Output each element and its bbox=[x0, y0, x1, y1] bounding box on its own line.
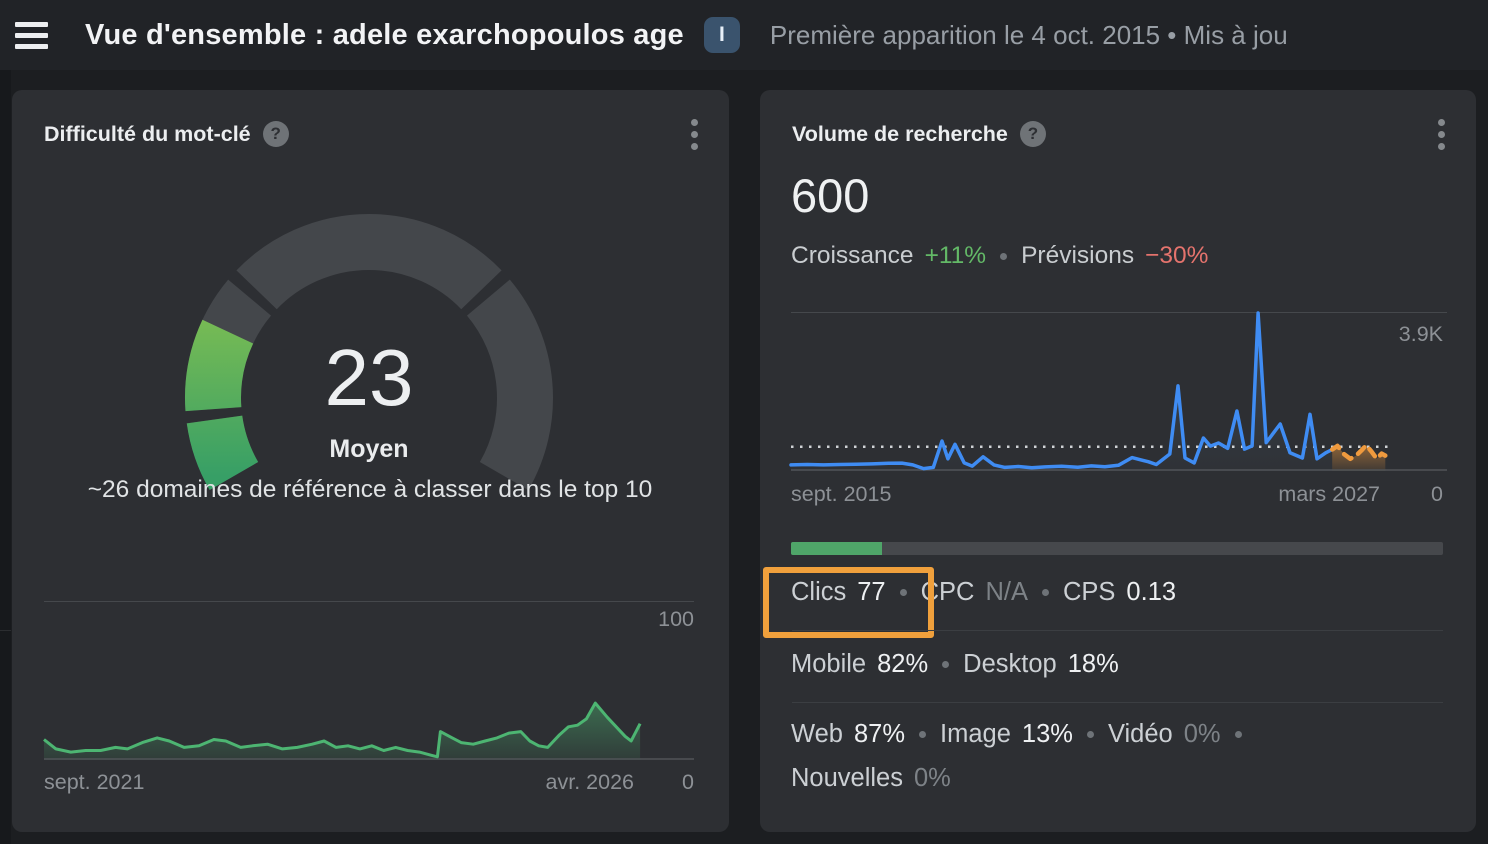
bullet-separator bbox=[1000, 252, 1008, 260]
volume-ymax-label: 3.9K bbox=[1398, 322, 1443, 346]
stat-value: 0.13 bbox=[1126, 578, 1177, 606]
kd-xend-label: avr. 2026 bbox=[545, 770, 634, 794]
volume-xstart-label: sept. 2015 bbox=[791, 482, 892, 506]
stat-value: 82% bbox=[877, 650, 929, 678]
forecast-value: −30% bbox=[1145, 242, 1209, 269]
search-type-split-row: Web 87% Image 13% Vidéo 0% Nouvelles 0% bbox=[791, 712, 1371, 800]
intent-badge[interactable]: I bbox=[703, 17, 740, 53]
divider bbox=[792, 630, 1443, 631]
menu-bar bbox=[15, 32, 48, 38]
page-title: Vue d'ensemble : adele exarchopoulos age bbox=[85, 18, 684, 51]
kd-trend-chart bbox=[43, 601, 694, 760]
bullet-separator bbox=[1086, 730, 1094, 738]
menu-bar bbox=[15, 21, 48, 27]
stat-vid-o: Vidéo 0% bbox=[1108, 712, 1221, 756]
stat-mobile: Mobile 82% bbox=[791, 642, 928, 686]
stat-value: 87% bbox=[853, 720, 906, 748]
help-icon[interactable]: ? bbox=[1019, 121, 1046, 147]
forecast-label: Prévisions bbox=[1021, 242, 1135, 269]
topbar: Vue d'ensemble : adele exarchopoulos age… bbox=[0, 0, 1488, 70]
clicks-ratio-bar-fill bbox=[791, 542, 883, 555]
kd-level-label: Moyen bbox=[329, 435, 409, 463]
stat-value: N/A bbox=[985, 578, 1028, 606]
kd-gauge: 23 Moyen bbox=[179, 208, 559, 508]
hamburger-menu-icon[interactable] bbox=[15, 18, 51, 52]
volume-xend-label: mars 2027 bbox=[1278, 482, 1380, 506]
kd-ymax-label: 100 bbox=[658, 607, 694, 631]
kebab-menu-icon[interactable] bbox=[679, 117, 709, 151]
stat-cpc: CPC N/A bbox=[921, 570, 1028, 614]
search-volume-value: 600 bbox=[791, 169, 870, 222]
stat-label: Desktop bbox=[963, 650, 1057, 678]
stat-label: Web bbox=[791, 720, 843, 748]
kd-gauge-arc bbox=[185, 214, 553, 490]
stat-value: 0% bbox=[913, 764, 951, 792]
stat-value: 13% bbox=[1021, 720, 1073, 748]
kd-card-header: Difficulté du mot-clé ? bbox=[44, 116, 709, 152]
stat-desktop: Desktop 18% bbox=[963, 642, 1119, 686]
stat-label: Vidéo bbox=[1107, 720, 1173, 748]
bullet-separator bbox=[1041, 588, 1049, 596]
stat-label: Clics bbox=[791, 578, 847, 606]
kd-description: ~26 domaines de référence à classer dans… bbox=[87, 476, 653, 503]
divider bbox=[792, 702, 1443, 703]
stat-label: CPC bbox=[920, 578, 975, 606]
first-seen-meta: Première apparition le 4 oct. 2015 • Mis… bbox=[769, 19, 1288, 50]
help-icon[interactable]: ? bbox=[262, 121, 289, 147]
stat-nouvelles: Nouvelles 0% bbox=[791, 756, 951, 800]
stat-value: 18% bbox=[1067, 650, 1119, 678]
stat-label: Nouvelles bbox=[791, 764, 903, 792]
stat-web: Web 87% bbox=[791, 712, 905, 756]
kebab-menu-icon[interactable] bbox=[1426, 117, 1456, 151]
volume-card-title: Volume de recherche bbox=[792, 121, 1008, 146]
menu-bar bbox=[15, 43, 48, 49]
stat-label: Mobile bbox=[791, 650, 867, 678]
kd-xstart-label: sept. 2021 bbox=[44, 770, 145, 794]
left-strip-divider bbox=[0, 630, 11, 631]
stat-image: Image 13% bbox=[940, 712, 1073, 756]
stat-clics: Clics 77 bbox=[791, 570, 886, 614]
bullet-separator bbox=[1234, 730, 1242, 738]
growth-label: Croissance bbox=[791, 242, 914, 269]
stat-label: Image bbox=[940, 720, 1011, 748]
volume-ymin-label: 0 bbox=[1431, 482, 1443, 506]
growth-row: Croissance +11% Prévisions −30% bbox=[791, 242, 1208, 270]
search-volume-card: Volume de recherche ? 600 Croissance +11… bbox=[760, 90, 1476, 832]
keyword-difficulty-card: Difficulté du mot-clé ? 23 Moyen ~26 dom… bbox=[12, 90, 729, 832]
volume-card-header: Volume de recherche ? bbox=[792, 116, 1456, 152]
bullet-separator bbox=[942, 660, 950, 668]
device-split-row: Mobile 82% Desktop 18% bbox=[791, 642, 1119, 686]
left-edge-strip bbox=[0, 70, 11, 844]
kd-card-title: Difficulté du mot-clé bbox=[44, 121, 251, 146]
stat-label: CPS bbox=[1062, 578, 1116, 606]
clicks-ratio-bar bbox=[791, 542, 1443, 555]
kd-score: 23 bbox=[324, 333, 414, 422]
volume-trend-chart bbox=[789, 311, 1447, 471]
growth-value: +11% bbox=[924, 242, 987, 269]
clics-cpc-cps-row: Clics 77 CPC N/A CPS 0.13 bbox=[791, 572, 1176, 612]
stat-value: 0% bbox=[1183, 720, 1221, 748]
stat-value: 77 bbox=[857, 578, 886, 606]
kd-ymin-label: 0 bbox=[682, 770, 694, 794]
bullet-separator bbox=[899, 588, 907, 596]
bullet-separator bbox=[919, 730, 927, 738]
stat-cps: CPS 0.13 bbox=[1063, 570, 1176, 614]
